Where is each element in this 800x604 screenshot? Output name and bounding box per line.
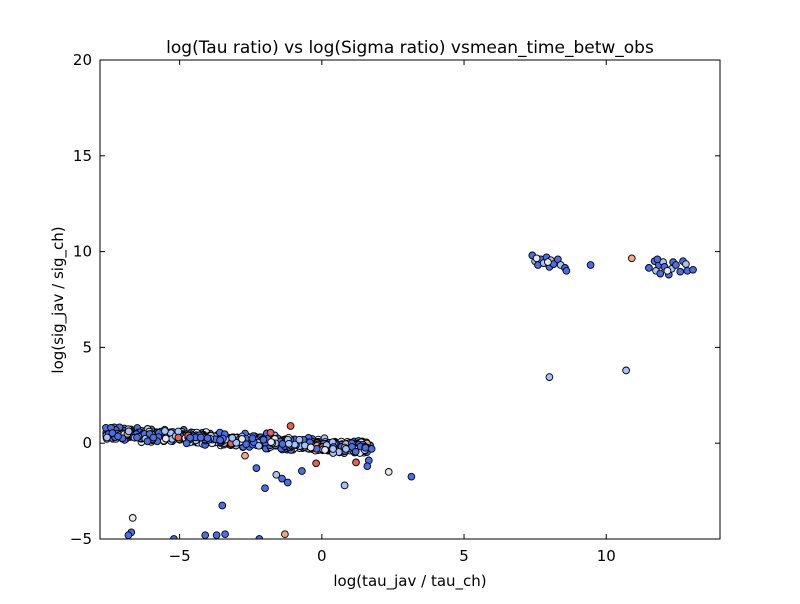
data-point (645, 264, 653, 272)
data-point (384, 468, 393, 476)
data-point (672, 261, 680, 269)
data-point (545, 373, 554, 381)
data-point (143, 437, 152, 446)
data-point (321, 446, 329, 454)
data-point (663, 266, 672, 275)
data-point (252, 464, 261, 472)
data-point (201, 531, 210, 539)
data-point (653, 255, 662, 264)
data-point (352, 458, 360, 467)
data-point (284, 439, 293, 448)
data-point (627, 254, 636, 263)
data-point (124, 531, 133, 539)
data-point (128, 514, 137, 522)
data-point (283, 478, 292, 487)
data-point (329, 445, 337, 453)
data-point (286, 422, 295, 430)
y-tick-label: −5 (70, 530, 92, 548)
chart-title: log(Tau ratio) vs log(Sigma ratio) vsmea… (166, 38, 654, 58)
data-point (174, 433, 183, 442)
data-point (228, 434, 237, 442)
data-point (241, 451, 249, 460)
data-point (278, 474, 286, 483)
data-point (182, 439, 191, 448)
data-point (689, 265, 697, 274)
data-point (306, 443, 315, 452)
data-point (114, 432, 122, 441)
data-point (622, 366, 630, 375)
data-point (682, 260, 690, 268)
data-point (232, 438, 241, 447)
data-point (259, 435, 268, 444)
data-point (203, 434, 212, 443)
data-point (281, 530, 289, 539)
y-axis-label: log(sig_jav / sig_ch) (49, 226, 68, 373)
data-point (586, 261, 595, 269)
data-point (212, 531, 221, 539)
data-point (295, 435, 304, 444)
data-point (124, 427, 133, 436)
data-point (562, 266, 571, 275)
y-tick-label: 15 (73, 147, 92, 165)
data-point (149, 433, 158, 442)
data-point (367, 445, 376, 453)
data-point (103, 433, 111, 442)
data-point (351, 447, 360, 456)
plot-frame (99, 59, 721, 540)
data-point (186, 433, 194, 442)
data-point (108, 429, 117, 437)
data-point (238, 435, 246, 443)
y-tick-label: 5 (82, 338, 92, 356)
data-point (266, 428, 275, 437)
data-point (298, 467, 306, 475)
data-point (267, 438, 275, 446)
data-point (161, 434, 170, 443)
data-point (196, 433, 205, 442)
data-point (161, 427, 169, 435)
data-point (676, 267, 685, 276)
data-point (255, 441, 263, 450)
x-tick-label: −5 (169, 547, 191, 565)
data-point (133, 433, 141, 442)
x-axis-label: log(tau_jav / tau_ch) (333, 572, 486, 591)
x-tick-label: 0 (317, 547, 327, 565)
data-point (361, 443, 370, 452)
y-tick-label: 10 (73, 243, 92, 261)
data-point (272, 470, 281, 479)
data-point (532, 254, 541, 263)
data-point (216, 436, 224, 444)
data-point (248, 434, 257, 443)
x-tick-label: 10 (597, 547, 616, 565)
data-points (102, 251, 697, 539)
data-point (261, 484, 269, 493)
y-tick-label: 20 (73, 51, 92, 69)
data-point (363, 462, 372, 471)
x-tick-label: 5 (459, 547, 469, 565)
y-tick-label: 0 (82, 434, 92, 452)
data-point (312, 459, 320, 468)
data-point (544, 258, 552, 266)
data-point (407, 472, 416, 481)
data-point (340, 481, 349, 490)
data-point (342, 445, 350, 453)
data-point (221, 530, 229, 539)
data-point (656, 269, 665, 278)
data-point (218, 501, 227, 510)
